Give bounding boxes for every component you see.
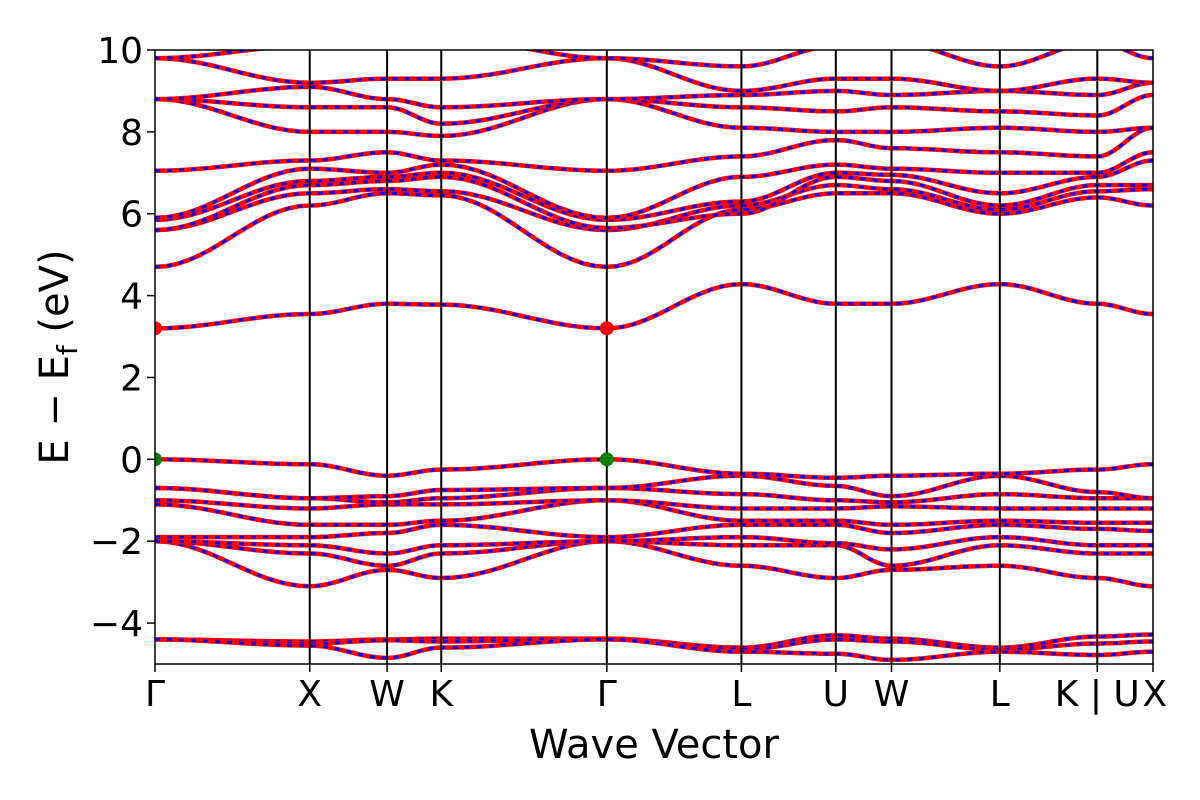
y-axis-title-subscript: f xyxy=(51,344,84,355)
band-12-dashed xyxy=(155,282,1153,330)
y-axis-ticks: −4 −2 0 2 4 6 8 10 xyxy=(90,31,155,645)
band-edge-marker-1 xyxy=(599,321,614,336)
band-10-dashed xyxy=(155,474,1153,500)
y-tick-label-0: −4 xyxy=(90,604,143,645)
plot-area xyxy=(155,50,1153,664)
band-edge-marker-3 xyxy=(599,452,614,467)
x-axis-title: Wave Vector xyxy=(529,722,780,768)
high-symmetry-lines xyxy=(308,50,1099,664)
x-tick-label-0: Γ xyxy=(145,674,165,715)
x-tick-label-2: W xyxy=(369,674,405,715)
band-9-dashed xyxy=(155,486,1153,504)
plot-frame xyxy=(154,49,1154,665)
y-tick-label-3: 2 xyxy=(120,358,143,399)
band-8-dashed xyxy=(155,498,1153,511)
x-tick-label-5: L xyxy=(731,674,751,715)
band-1-dashed xyxy=(155,637,1153,652)
y-axis-title: E − Ef (eV) xyxy=(32,249,84,464)
x-tick-label-7: W xyxy=(874,674,910,715)
band-edge-markers xyxy=(155,321,614,467)
x-tick-label-1: X xyxy=(297,674,322,715)
x-tick-label-9: K | U xyxy=(1055,674,1140,715)
y-tick-label-4: 4 xyxy=(120,277,143,318)
x-tick-label-3: K xyxy=(429,674,454,715)
y-axis-title-unit: (eV) xyxy=(32,249,78,345)
y-tick-label-2: 0 xyxy=(120,440,143,481)
y-tick-label-6: 8 xyxy=(120,113,143,154)
band-edge-marker-2 xyxy=(155,452,162,467)
y-tick-label-1: −2 xyxy=(90,522,143,563)
x-tick-label-10: X xyxy=(1142,674,1167,715)
y-tick-label-7: 10 xyxy=(97,31,143,72)
band-edge-marker-0 xyxy=(155,321,162,336)
band-5-dashed xyxy=(155,535,1153,556)
band-22-dashed xyxy=(155,56,1153,93)
y-axis-title-main: E − E xyxy=(32,355,78,465)
y-tick-label-5: 6 xyxy=(120,195,143,236)
x-tick-label-4: Γ xyxy=(597,674,617,715)
x-tick-label-6: U xyxy=(823,674,849,715)
band-19-dashed xyxy=(155,97,1153,138)
band-13-dashed xyxy=(155,191,1153,269)
x-tick-label-8: L xyxy=(990,674,1010,715)
